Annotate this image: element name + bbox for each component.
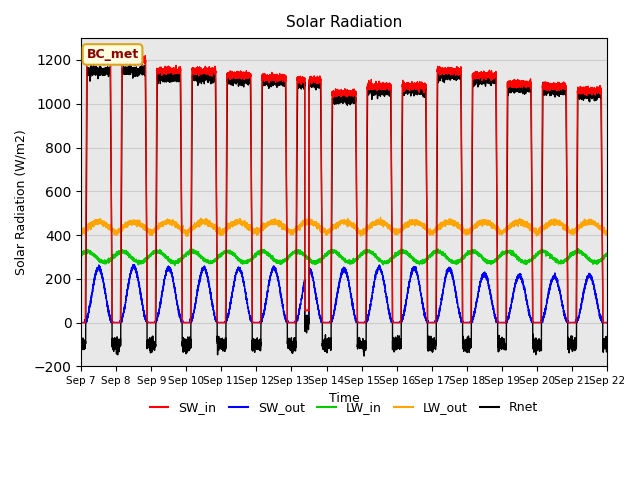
- SW_in: [77, 320, 85, 325]
- LW_out: [376, 215, 384, 220]
- LW_out: [523, 221, 531, 227]
- LW_out: [77, 230, 85, 236]
- SW_in: [523, 81, 531, 86]
- LW_in: [280, 256, 288, 262]
- SW_out: [434, 316, 442, 322]
- LW_out: [638, 320, 640, 325]
- LW_out: [493, 227, 501, 232]
- LW_out: [280, 222, 288, 228]
- Rnet: [434, 75, 442, 81]
- LW_out: [434, 226, 442, 232]
- SW_in: [638, 320, 640, 325]
- SW_out: [106, 313, 113, 319]
- X-axis label: Time: Time: [329, 392, 360, 405]
- LW_in: [638, 252, 640, 257]
- Rnet: [106, 64, 113, 70]
- SW_in: [280, 74, 288, 80]
- Title: Solar Radiation: Solar Radiation: [286, 15, 402, 30]
- Rnet: [523, 84, 531, 90]
- LW_out: [106, 226, 113, 231]
- Rnet: [410, 85, 417, 91]
- LW_in: [171, 263, 179, 268]
- LW_in: [523, 261, 531, 266]
- Line: LW_out: LW_out: [81, 217, 640, 323]
- Rnet: [280, 74, 288, 80]
- Line: SW_in: SW_in: [81, 55, 640, 323]
- Line: Rnet: Rnet: [81, 65, 640, 356]
- SW_in: [434, 69, 442, 75]
- SW_in: [409, 81, 417, 87]
- SW_out: [77, 320, 85, 325]
- LW_in: [77, 252, 85, 258]
- SW_out: [409, 267, 417, 273]
- LW_out: [409, 218, 417, 224]
- SW_out: [523, 298, 531, 303]
- Line: SW_out: SW_out: [81, 264, 640, 323]
- Text: BC_met: BC_met: [86, 48, 139, 61]
- Rnet: [493, 222, 501, 228]
- SW_out: [493, 318, 501, 324]
- Legend: SW_in, SW_out, LW_in, LW_out, Rnet: SW_in, SW_out, LW_in, LW_out, Rnet: [145, 396, 543, 419]
- SW_out: [131, 262, 138, 267]
- LW_in: [493, 256, 501, 262]
- SW_out: [638, 320, 640, 325]
- Rnet: [638, 320, 640, 325]
- Rnet: [77, 340, 85, 346]
- Line: LW_in: LW_in: [81, 249, 640, 265]
- Rnet: [126, 62, 134, 68]
- LW_in: [409, 257, 417, 263]
- LW_in: [106, 260, 113, 265]
- SW_in: [125, 52, 132, 58]
- LW_in: [575, 246, 582, 252]
- Rnet: [360, 353, 368, 359]
- SW_in: [106, 58, 113, 64]
- Y-axis label: Solar Radiation (W/m2): Solar Radiation (W/m2): [15, 129, 28, 275]
- SW_in: [493, 220, 501, 226]
- SW_out: [280, 312, 288, 317]
- LW_in: [434, 248, 442, 253]
